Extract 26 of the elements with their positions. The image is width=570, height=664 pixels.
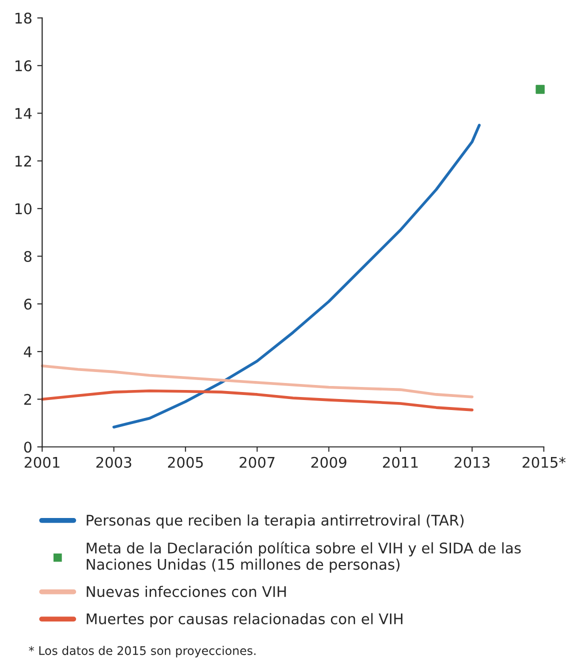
y-tick-label: 14 [16,108,32,119]
x-tick-label: 2003 [96,456,132,468]
x-tick-label: 2011 [382,456,418,468]
x-tick-label: 2009 [311,456,346,468]
y-tick-label: 6 [24,298,32,310]
y-tick-label: 4 [24,346,32,358]
y-tick-label: 0 [24,442,32,453]
y-tick-label: 18 [16,12,32,24]
y-tick-label: 2 [24,394,31,405]
x-tick-label: 2005 [168,456,203,468]
x-tick-label: 2007 [240,456,274,468]
x-tick-label: 2001 [24,456,60,468]
legend-label: Muertes por causas relacionadas con el VIH [86,613,402,628]
y-tick-label: 10 [16,203,32,214]
y-tick-label: 16 [16,60,32,72]
legend-label: Nuevas infecciones con VIH [86,586,286,598]
y-tick-label: 12 [16,156,31,166]
legend-label: Personas que reciben la terapia antirretroviral (TAR) [86,514,464,529]
legend-label: Meta de la Declaración política sobre el VIH y el SIDA de las Naciones Unidas (15 millones de personas) [86,542,521,573]
x-tick-label: 2013 [454,456,490,468]
text: * Los datos de 2015 son proyecciones. [28,646,256,658]
x-tick-label: 2015* [522,456,566,468]
y-tick-label: 8 [24,250,32,262]
line-series [40,364,474,398]
line-series [112,124,481,428]
line-series [40,389,474,412]
